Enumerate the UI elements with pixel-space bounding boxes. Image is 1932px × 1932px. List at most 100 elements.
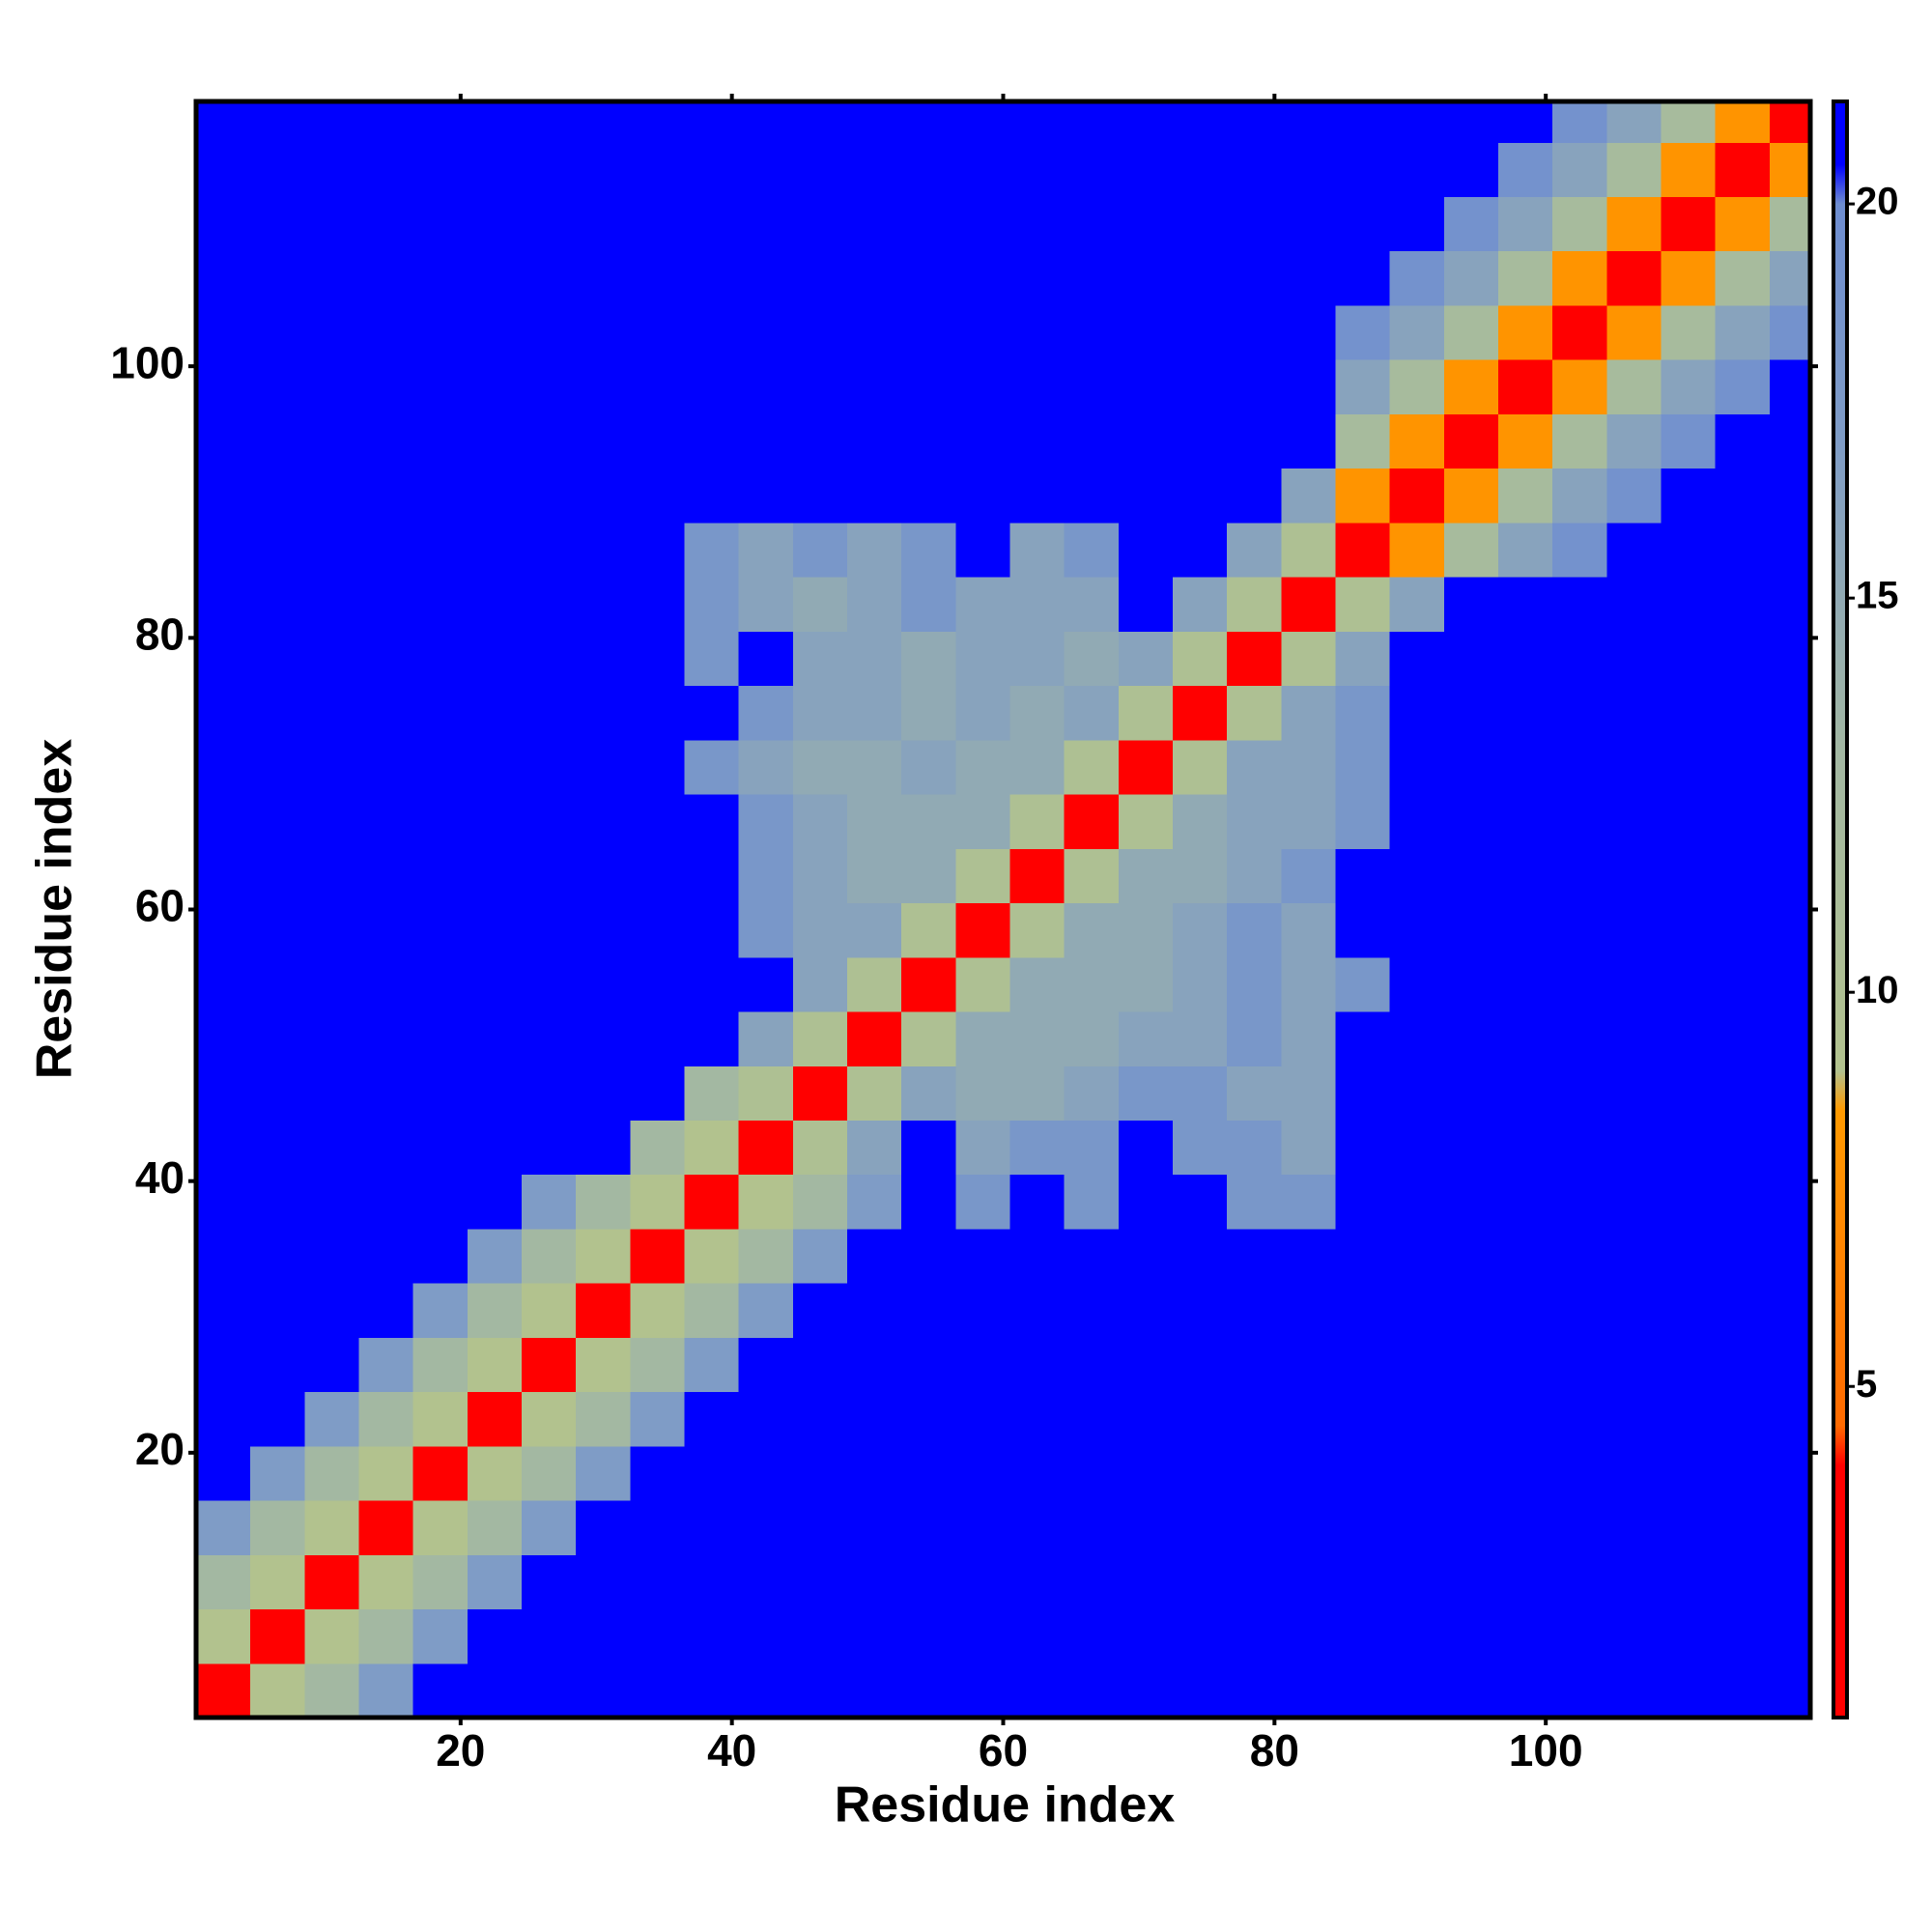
heatmap-cell bbox=[955, 794, 1011, 849]
heatmap-cell bbox=[358, 142, 414, 198]
heatmap-cell bbox=[196, 1391, 251, 1447]
heatmap-cell bbox=[684, 522, 740, 578]
heatmap-cell bbox=[1661, 956, 1717, 1012]
heatmap-cell bbox=[358, 739, 414, 795]
heatmap-cell bbox=[467, 359, 523, 414]
heatmap-cell bbox=[1552, 1174, 1607, 1230]
heatmap-cell bbox=[1281, 196, 1337, 252]
heatmap-cell bbox=[1715, 631, 1771, 687]
heatmap-cell bbox=[1009, 1283, 1065, 1338]
heatmap-cell bbox=[1389, 577, 1445, 632]
heatmap-cell bbox=[1715, 1445, 1771, 1501]
heatmap-cell bbox=[304, 1283, 360, 1338]
heatmap-cell bbox=[630, 956, 686, 1012]
heatmap-cell bbox=[738, 522, 794, 578]
heatmap-cell bbox=[250, 1174, 305, 1230]
heatmap-cell bbox=[1389, 1174, 1445, 1230]
heatmap-cell bbox=[1606, 685, 1662, 741]
x-axis-title: Residue index bbox=[835, 1777, 1176, 1833]
heatmap-cell bbox=[1173, 101, 1228, 143]
heatmap-cell bbox=[1227, 142, 1282, 198]
heatmap-cell bbox=[1009, 1500, 1065, 1555]
heatmap-cell bbox=[847, 413, 902, 469]
heatmap-cell bbox=[684, 1337, 740, 1393]
heatmap-cell bbox=[576, 522, 631, 578]
heatmap-cell bbox=[1606, 196, 1662, 252]
heatmap-cell bbox=[304, 522, 360, 578]
heatmap-cell bbox=[792, 685, 848, 741]
heatmap-cell bbox=[358, 1500, 414, 1555]
heatmap-cell bbox=[1606, 848, 1662, 904]
heatmap-cell bbox=[1335, 413, 1391, 469]
heatmap-cell bbox=[955, 304, 1011, 360]
heatmap-cell bbox=[1389, 902, 1445, 958]
heatmap-cell bbox=[576, 1337, 631, 1393]
heatmap-cell bbox=[1552, 304, 1607, 360]
heatmap-cell bbox=[1661, 1500, 1717, 1555]
heatmap-cell bbox=[196, 101, 251, 143]
heatmap-cell bbox=[467, 631, 523, 687]
heatmap-cell bbox=[1281, 1010, 1337, 1066]
heatmap-cell bbox=[1281, 1065, 1337, 1122]
heatmap-cell bbox=[1173, 1228, 1228, 1284]
heatmap-cell bbox=[1443, 304, 1499, 360]
heatmap-cell bbox=[1606, 304, 1662, 360]
heatmap-cell bbox=[196, 1010, 251, 1066]
heatmap-cell bbox=[1661, 468, 1717, 524]
heatmap-cell bbox=[1009, 413, 1065, 469]
heatmap-cell bbox=[1769, 1010, 1811, 1066]
heatmap-cell bbox=[467, 101, 523, 143]
heatmap-cell bbox=[1118, 304, 1174, 360]
heatmap-cell bbox=[1064, 413, 1120, 469]
heatmap-cell bbox=[1498, 794, 1553, 849]
heatmap-cell bbox=[1281, 1500, 1337, 1555]
heatmap-cell bbox=[467, 413, 523, 469]
heatmap-cell bbox=[1769, 304, 1811, 360]
heatmap-cell bbox=[1009, 577, 1065, 632]
heatmap-cell bbox=[1661, 413, 1717, 469]
heatmap-cell bbox=[1661, 685, 1717, 741]
heatmap-cell bbox=[1118, 522, 1174, 578]
heatmap-cell bbox=[684, 794, 740, 849]
heatmap-cell bbox=[955, 1174, 1011, 1230]
heatmap-cell bbox=[630, 577, 686, 632]
heatmap-cell bbox=[1715, 413, 1771, 469]
heatmap-cell bbox=[467, 142, 523, 198]
heatmap-cell bbox=[1606, 1283, 1662, 1338]
heatmap-cell bbox=[522, 250, 577, 306]
heatmap-cell bbox=[250, 196, 305, 252]
heatmap-cell bbox=[576, 685, 631, 741]
heatmap-cell bbox=[1335, 1228, 1391, 1284]
heatmap-cell bbox=[1281, 685, 1337, 741]
heatmap-cell bbox=[1173, 902, 1228, 958]
heatmap-cell bbox=[412, 1337, 469, 1393]
heatmap-cell bbox=[684, 685, 740, 741]
heatmap-cell bbox=[1064, 101, 1120, 143]
heatmap-cell bbox=[467, 1554, 523, 1610]
heatmap-cell bbox=[412, 1445, 469, 1501]
heatmap-cell bbox=[1498, 631, 1553, 687]
heatmap-cell bbox=[1498, 1228, 1553, 1284]
heatmap-cell bbox=[1443, 1391, 1499, 1447]
heatmap-cell bbox=[1715, 794, 1771, 849]
heatmap-cell bbox=[1769, 1120, 1811, 1176]
heatmap-cell bbox=[1118, 1337, 1174, 1393]
heatmap-cell bbox=[1281, 359, 1337, 414]
heatmap-cell bbox=[847, 1391, 902, 1447]
heatmap-cell bbox=[1715, 902, 1771, 958]
heatmap-cell bbox=[250, 468, 305, 524]
heatmap-cell bbox=[1443, 956, 1499, 1012]
heatmap-cell bbox=[901, 250, 956, 306]
heatmap-cell bbox=[792, 468, 848, 524]
heatmap bbox=[196, 101, 1811, 1719]
heatmap-cell bbox=[1173, 739, 1228, 795]
heatmap-cell bbox=[1661, 522, 1717, 578]
heatmap-cell bbox=[1498, 739, 1553, 795]
heatmap-cell bbox=[358, 956, 414, 1012]
heatmap-cell bbox=[1443, 413, 1499, 469]
heatmap-cell bbox=[1769, 359, 1811, 414]
heatmap-cell bbox=[738, 848, 794, 904]
heatmap-cell bbox=[1118, 685, 1174, 741]
y-tick-label: 20 bbox=[135, 1424, 185, 1474]
heatmap-cell bbox=[1715, 142, 1771, 198]
